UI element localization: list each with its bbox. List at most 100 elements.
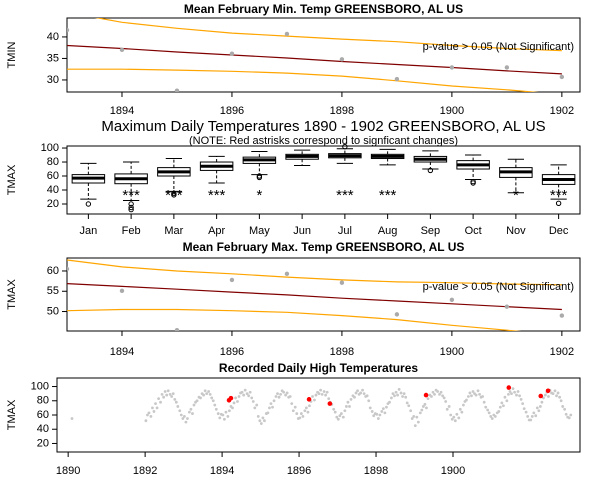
data-point: [203, 389, 207, 393]
data-point: [569, 413, 573, 417]
data-point: [538, 405, 542, 408]
data-point: [236, 400, 239, 403]
data-point: [365, 394, 369, 398]
x-tick-label: 1898: [330, 105, 354, 117]
data-point: [394, 312, 400, 317]
data-point: [160, 392, 164, 396]
x-tick-label: Jun: [293, 225, 311, 237]
data-point: [247, 394, 251, 398]
y-tick-label: 40: [37, 423, 49, 435]
data-point: [274, 395, 278, 398]
y-tick-label: 60: [37, 409, 49, 421]
data-point: [505, 399, 509, 403]
data-point: [228, 409, 231, 413]
data-point: [465, 398, 468, 402]
data-point: [234, 396, 237, 400]
data-point: [178, 409, 182, 413]
x-tick-label: May: [249, 225, 270, 237]
data-point: [166, 389, 170, 393]
data-point: [486, 408, 490, 412]
significance-mark: ***: [208, 187, 226, 204]
outlier: [427, 167, 434, 174]
significance-mark: *: [256, 187, 262, 204]
data-point: [559, 74, 565, 80]
data-point: [468, 391, 472, 395]
significance-mark: *: [513, 187, 519, 204]
data-point: [498, 405, 502, 409]
data-point: [444, 400, 448, 403]
data-point: [515, 393, 518, 397]
plot-area: [67, 259, 565, 331]
data-point: [481, 395, 485, 398]
data-point: [547, 395, 550, 398]
data-point: [455, 412, 459, 416]
data-point: [313, 398, 316, 402]
data-point: [555, 394, 558, 398]
data-point: [519, 397, 523, 401]
x-tick-label: 1896: [220, 346, 244, 358]
significance-mark: ***: [336, 187, 354, 204]
data-point: [311, 395, 314, 398]
data-point: [251, 400, 255, 403]
data-point: [478, 392, 481, 396]
data-point: [70, 417, 74, 420]
data-point: [447, 405, 451, 408]
data-point: [466, 395, 470, 398]
data-point: [184, 420, 188, 424]
y-tick-label: 40: [47, 31, 59, 43]
chart-title: Maximum Daily Temperatures 1890 - 1902 G…: [101, 118, 545, 135]
data-point: [564, 412, 568, 416]
data-point: [450, 417, 454, 421]
data-point: [563, 407, 567, 411]
data-point: [327, 397, 331, 401]
data-point: [349, 397, 353, 401]
data-point: [174, 400, 178, 404]
annotation: p-value > 0.05 (Not Significant): [423, 281, 574, 293]
y-axis-label: TMAX: [6, 279, 18, 310]
y-tick-label: 100: [31, 380, 49, 392]
data-point: [250, 396, 254, 400]
data-point: [322, 390, 326, 393]
significance-mark: ***: [122, 187, 140, 204]
data-point: [559, 399, 563, 403]
x-tick-label: Jan: [80, 225, 98, 237]
data-point: [240, 390, 244, 394]
data-point: [213, 403, 217, 407]
data-point: [518, 394, 521, 398]
data-point: [258, 419, 262, 423]
y-tick-label: 20: [47, 198, 59, 210]
data-point: [452, 415, 456, 419]
data-point: [511, 387, 515, 391]
data-point: [181, 417, 185, 420]
highlight-point: [327, 401, 333, 406]
plot-area: [67, 18, 565, 92]
data-point: [449, 65, 455, 70]
data-point: [535, 406, 539, 410]
data-point: [537, 409, 541, 413]
data-point: [482, 400, 486, 404]
data-point: [147, 411, 151, 415]
data-point: [376, 417, 380, 420]
data-point: [279, 392, 282, 396]
data-point: [179, 413, 183, 417]
data-point: [324, 393, 328, 397]
data-point: [159, 400, 162, 404]
data-point: [532, 411, 536, 415]
confidence-band: [94, 18, 562, 52]
chart-title: Mean February Max. Temp GREENSBORO, AL U…: [183, 240, 465, 254]
data-point: [476, 389, 480, 393]
fit-line: [67, 283, 562, 311]
highlight-point: [306, 397, 312, 402]
data-point: [231, 406, 234, 410]
data-point: [397, 387, 401, 391]
data-point: [277, 395, 281, 399]
data-point: [189, 407, 193, 411]
data-point: [155, 406, 159, 410]
data-point: [504, 65, 510, 70]
data-point: [67, 27, 70, 33]
data-point: [171, 392, 175, 396]
x-tick-label: Aug: [378, 225, 398, 237]
data-point: [413, 424, 417, 428]
data-point: [338, 414, 342, 418]
data-point: [423, 402, 427, 406]
